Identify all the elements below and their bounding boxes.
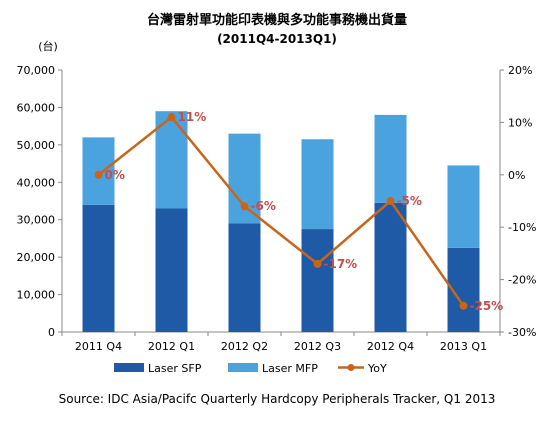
x-tick-label: 2011 Q4 — [75, 340, 122, 353]
y-left-tick-label: 50,000 — [17, 139, 56, 152]
bar-laser-sfp — [155, 208, 188, 332]
yoy-point — [167, 113, 176, 122]
yoy-line — [97, 115, 465, 307]
y-left-tick-label: 70,000 — [17, 64, 56, 77]
x-tick-label: 2012 Q3 — [294, 340, 341, 353]
chart-title: 台灣雷射單功能印表機與多功能事務機出貨量 — [147, 12, 407, 28]
y-right-tick-label: -30% — [508, 326, 536, 339]
legend-label: Laser MFP — [262, 362, 318, 375]
y-left-tick-label: 10,000 — [17, 289, 56, 302]
bar-laser-mfp — [155, 111, 188, 209]
x-tick-label: 2012 Q4 — [367, 340, 414, 353]
chart-subtitle: (2011Q4-2013Q1) — [217, 32, 337, 46]
bar-laser-sfp — [301, 229, 334, 332]
yoy-point — [313, 259, 322, 268]
y-right-tick-label: -10% — [508, 221, 536, 234]
y-left-tick-label: 40,000 — [17, 176, 56, 189]
legend-label: YoY — [367, 362, 387, 375]
y-right-tick-label: 0% — [508, 169, 525, 182]
y-left-tick-label: 60,000 — [17, 101, 56, 114]
yoy-point — [94, 170, 103, 179]
legend-swatch-marker — [347, 364, 355, 371]
bar-laser-sfp — [82, 204, 115, 332]
yoy-point — [240, 202, 249, 211]
yoy-data-label: 11% — [178, 110, 207, 124]
bar-laser-mfp — [374, 114, 407, 203]
y-right-tick-label: 10% — [508, 116, 532, 129]
legend-swatch — [114, 363, 144, 372]
yoy-data-label: -5% — [397, 194, 422, 208]
source-note: Source: IDC Asia/Pacifc Quarterly Hardco… — [59, 392, 496, 406]
x-tick-label: 2012 Q1 — [148, 340, 195, 353]
y-left-tick-label: 30,000 — [17, 214, 56, 227]
yoy-data-label: -6% — [251, 199, 276, 213]
legend-label: Laser SFP — [148, 362, 202, 375]
x-tick-label: 2012 Q2 — [221, 340, 268, 353]
yoy-point — [459, 301, 468, 310]
bar-laser-sfp — [374, 202, 407, 332]
y-unit-label: (台) — [38, 39, 58, 53]
legend-swatch — [228, 363, 258, 372]
yoy-data-label: -17% — [324, 257, 358, 271]
x-tick-label: 2013 Q1 — [440, 340, 487, 353]
y-left-tick-label: 0 — [48, 326, 55, 339]
bar-laser-mfp — [301, 139, 334, 230]
bar-laser-mfp — [447, 165, 480, 248]
bar-laser-sfp — [228, 223, 261, 332]
yoy-point — [386, 197, 395, 205]
y-right-tick-label: 20% — [508, 64, 532, 77]
yoy-data-label: -25% — [470, 299, 504, 313]
y-right-tick-label: -20% — [508, 274, 536, 287]
y-left-tick-label: 20,000 — [17, 251, 56, 264]
yoy-data-label: 0% — [105, 168, 125, 182]
